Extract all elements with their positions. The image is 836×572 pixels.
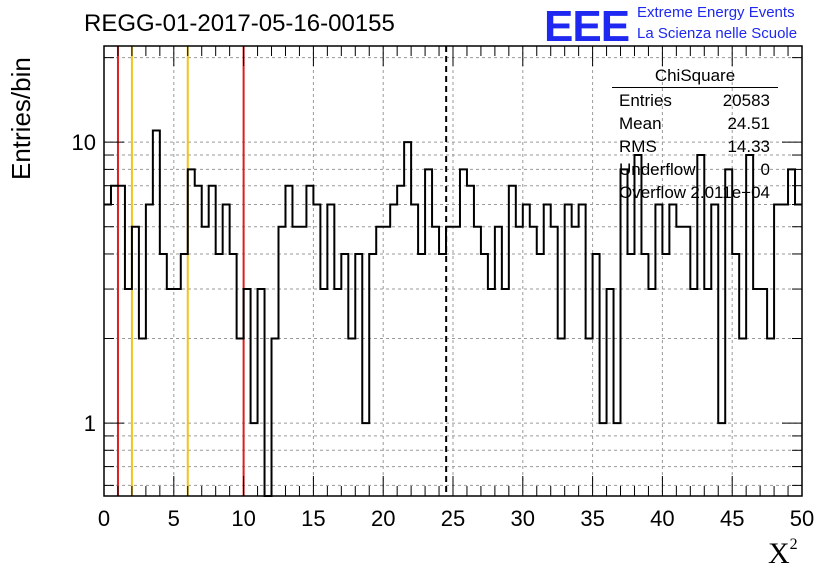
stats-title: ChiSquare <box>612 66 778 88</box>
stats-row: Underflow 0 <box>612 158 778 181</box>
histogram-series <box>104 129 802 497</box>
axis-ticks <box>103 46 803 496</box>
reference-lines <box>116 46 448 496</box>
stats-row: RMS 14.33 <box>612 135 778 158</box>
stats-row: Mean 24.51 <box>612 112 778 135</box>
x-tick-label: 5 <box>168 506 180 531</box>
stats-label: Underflow <box>619 160 696 179</box>
eee-logo: EEE <box>544 2 630 51</box>
y-tick-label: 10 <box>72 130 96 155</box>
chart-title: REGG-01-2017-05-16-00155 <box>84 10 395 37</box>
x-tick-label: 40 <box>650 506 674 531</box>
stats-value: 20583 <box>722 91 770 110</box>
x-tick-label: 50 <box>790 506 814 531</box>
x-tick-label: 25 <box>441 506 465 531</box>
histogram-line <box>104 129 802 497</box>
tick-labels: 0 5 10 15 20 25 30 35 40 45 50 1 10 <box>72 130 815 531</box>
stats-row: Overflow 2.011e+04 <box>612 181 778 204</box>
y-axis-label: Entries/bin <box>6 57 36 180</box>
x-axis-label-base: X <box>768 537 790 570</box>
stats-value: 24.51 <box>727 114 770 133</box>
x-axis-label: X2 <box>768 536 798 571</box>
stats-label: Overflow <box>619 183 687 202</box>
brand-line-2: La Scienza nelle Scuole <box>637 25 798 42</box>
x-tick-label: 35 <box>580 506 604 531</box>
x-tick-label: 45 <box>720 506 744 531</box>
x-axis-label-sup: 2 <box>789 536 798 553</box>
brand-line-1: Extreme Energy Events <box>637 4 795 21</box>
stats-row: Entries 20583 <box>612 89 778 112</box>
stats-label: Entries <box>619 91 672 110</box>
y-tick-label: 1 <box>84 411 96 436</box>
x-tick-label: 30 <box>511 506 535 531</box>
x-tick-label: 20 <box>371 506 395 531</box>
x-tick-label: 10 <box>231 506 255 531</box>
stats-value: 14.33 <box>727 137 770 156</box>
stats-value: 2.011e+04 <box>690 183 770 202</box>
stats-label: Mean <box>619 114 662 133</box>
x-tick-label: 0 <box>98 506 110 531</box>
stats-box: ChiSquare Entries 20583 Mean 24.51 RMS 14.3… <box>612 66 778 204</box>
stats-value: 0 <box>760 160 770 179</box>
x-tick-label: 15 <box>301 506 325 531</box>
stats-label: RMS <box>619 137 657 156</box>
